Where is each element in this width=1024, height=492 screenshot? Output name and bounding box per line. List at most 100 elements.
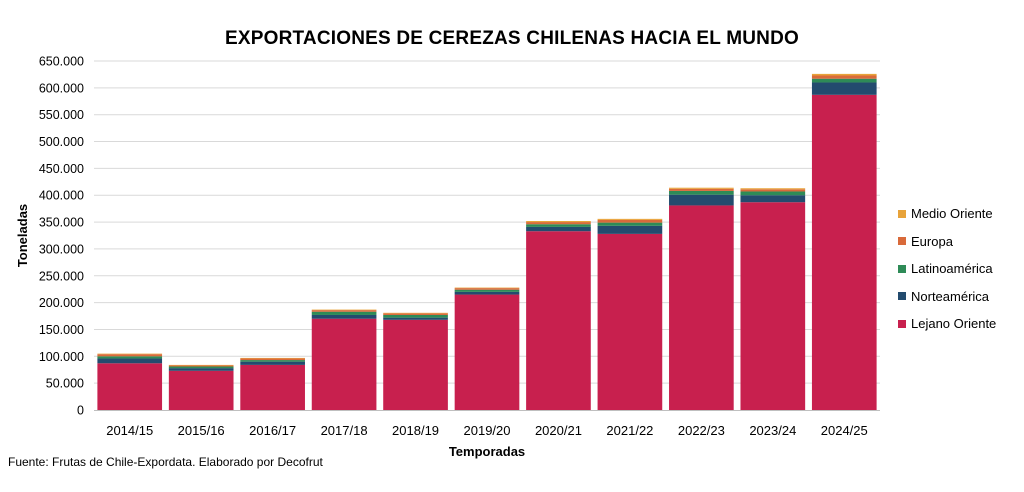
legend-label: Norteamérica — [911, 288, 990, 304]
y-tick-label: 50.000 — [46, 377, 84, 391]
bar-segment-norteam-rica — [168, 368, 234, 371]
bar-segment-lejano-oriente — [454, 294, 520, 410]
bar-segment-europa — [811, 75, 877, 79]
y-tick-label: 500.000 — [39, 135, 84, 149]
legend-item-europa: Europa — [898, 228, 1022, 256]
source-note: Fuente: Frutas de Chile-Expordata. Elabo… — [8, 455, 323, 469]
x-tick-label: 2018/19 — [392, 423, 439, 438]
x-tick-label: 2014/15 — [106, 423, 153, 438]
legend-label: Latinoamérica — [911, 261, 993, 277]
bar-segment-latinoam-rica — [669, 190, 734, 195]
y-tick-label: 150.000 — [39, 323, 84, 337]
bar-segment-medio-oriente — [168, 364, 234, 366]
bar-segment-europa — [669, 188, 734, 191]
bar-segment-norteam-rica — [811, 82, 877, 95]
bar-segment-medio-oriente — [454, 287, 520, 289]
bar-segment-medio-oriente — [597, 218, 663, 220]
y-tick-label: 100.000 — [39, 350, 84, 364]
bar-segment-europa — [740, 189, 806, 192]
bar-segment-europa — [97, 354, 163, 357]
x-axis-label: Temporadas — [449, 444, 525, 459]
bar-segment-medio-oriente — [240, 357, 305, 359]
bar-segment-europa — [383, 313, 448, 315]
bar-segment-latinoam-rica — [168, 366, 234, 369]
bar-segment-norteam-rica — [97, 358, 163, 364]
bar-segment-lejano-oriente — [97, 363, 163, 410]
y-tick-label: 400.000 — [39, 189, 84, 203]
bar-segment-medio-oriente — [526, 221, 591, 223]
x-tick-label: 2024/25 — [821, 423, 868, 438]
legend-item-lejano-oriente: Lejano Oriente — [898, 310, 1022, 338]
bar-segment-norteam-rica — [740, 195, 806, 203]
bars — [97, 73, 877, 410]
legend-swatch — [898, 319, 906, 328]
bar-segment-norteam-rica — [311, 314, 377, 319]
legend-swatch — [898, 264, 906, 273]
legend-label: Lejano Oriente — [911, 316, 997, 332]
y-tick-label: 650.000 — [39, 55, 84, 69]
bar-segment-latinoam-rica — [240, 360, 305, 362]
bar-segment-norteam-rica — [669, 194, 734, 206]
bar-segment-latinoam-rica — [383, 314, 448, 318]
legend-item-latinoam-rica: Latinoamérica — [898, 255, 1022, 283]
legend-label: Europa — [911, 233, 953, 249]
x-tick-label: 2021/22 — [606, 423, 653, 438]
x-tick-label: 2019/20 — [464, 423, 511, 438]
bar-segment-latinoam-rica — [597, 222, 663, 226]
bar-segment-norteam-rica — [597, 225, 663, 234]
y-tick-label: 350.000 — [39, 216, 84, 230]
legend-swatch — [898, 237, 906, 246]
bar-segment-europa — [526, 222, 591, 225]
x-tick-label: 2020/21 — [535, 423, 582, 438]
y-tick-label: 600.000 — [39, 81, 84, 95]
y-tick-label: 200.000 — [39, 296, 84, 310]
y-axis-ticks: 0 50.000 100.000 150.000 200.000 250.000 300.0… — [39, 55, 84, 418]
bar-segment-europa — [454, 288, 520, 290]
bar-segment-europa — [311, 310, 377, 312]
y-tick-label: 450.000 — [39, 162, 84, 176]
x-tick-label: 2015/16 — [178, 423, 225, 438]
bar-segment-medio-oriente — [383, 312, 448, 314]
bar-segment-latinoam-rica — [97, 356, 163, 359]
bar-segment-latinoam-rica — [454, 289, 520, 292]
legend-swatch — [898, 292, 906, 301]
bar-segment-medio-oriente — [740, 188, 806, 190]
y-tick-label: 0 — [77, 404, 84, 418]
bar-segment-lejano-oriente — [383, 319, 448, 410]
bar-segment-latinoam-rica — [311, 311, 377, 315]
y-tick-label: 300.000 — [39, 242, 84, 256]
bar-segment-medio-oriente — [811, 73, 877, 76]
x-tick-label: 2023/24 — [749, 423, 796, 438]
bar-segment-lejano-oriente — [240, 364, 305, 410]
bar-segment-lejano-oriente — [669, 205, 734, 410]
x-tick-label: 2022/23 — [678, 423, 725, 438]
legend-label: Medio Oriente — [911, 206, 993, 222]
chart-legend: Medio Oriente Europa Latinoamérica Norteamé… — [898, 200, 1022, 338]
bar-segment-latinoam-rica — [740, 191, 806, 196]
gridlines — [94, 60, 880, 384]
bar-segment-lejano-oriente — [740, 202, 806, 410]
y-axis-label: Toneladas — [15, 204, 30, 267]
bar-segment-lejano-oriente — [811, 94, 877, 410]
x-axis-ticks: 2014/15 2015/16 2016/17 2017/18 2018/19 2019/… — [106, 423, 868, 438]
x-tick-label: 2016/17 — [249, 423, 296, 438]
bar-segment-norteam-rica — [454, 291, 520, 295]
bar-segment-medio-oriente — [311, 309, 377, 311]
bar-segment-lejano-oriente — [168, 370, 234, 410]
y-tick-label: 550.000 — [39, 108, 84, 122]
bar-segment-europa — [597, 219, 663, 223]
bar-segment-norteam-rica — [383, 317, 448, 320]
chart-title: EXPORTACIONES DE CEREZAS CHILENAS HACIA … — [224, 28, 799, 49]
legend-swatch — [898, 209, 906, 218]
bar-segment-norteam-rica — [526, 226, 591, 232]
bar-segment-europa — [240, 358, 305, 361]
bar-segment-medio-oriente — [97, 353, 163, 355]
legend-item-norteam-rica: Norteamérica — [898, 283, 1022, 311]
legend-item-medio-oriente: Medio Oriente — [898, 200, 1022, 228]
x-tick-label: 2017/18 — [321, 423, 368, 438]
bar-segment-latinoam-rica — [526, 224, 591, 227]
bar-segment-europa — [168, 365, 234, 367]
bar-segment-latinoam-rica — [811, 78, 877, 83]
y-tick-label: 250.000 — [39, 269, 84, 283]
